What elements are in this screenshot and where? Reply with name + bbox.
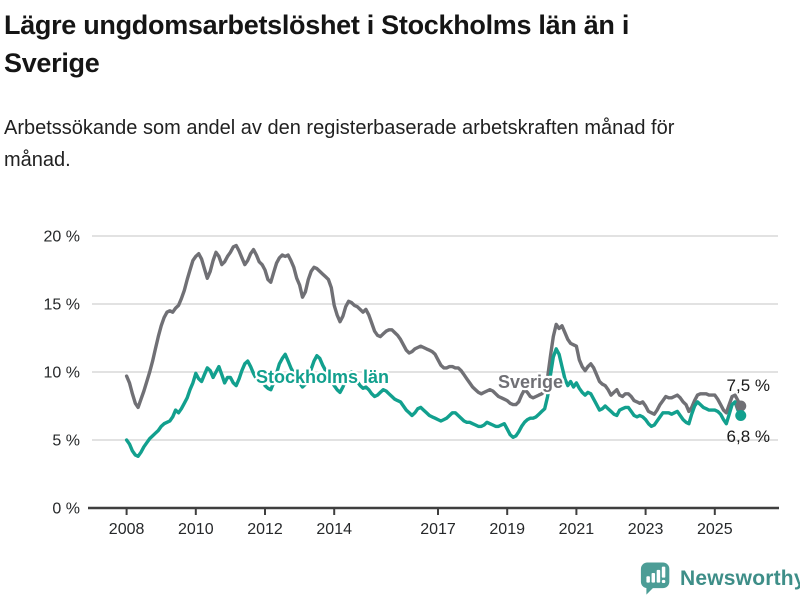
x-tick-label: 2008 bbox=[109, 521, 145, 538]
y-tick-label: 5 % bbox=[52, 433, 80, 450]
x-tick-label: 2017 bbox=[420, 521, 456, 538]
series-line-sverige bbox=[124, 243, 743, 416]
page-title: Lägre ungdomsarbetslöshet i Stockholms l… bbox=[4, 10, 630, 78]
x-tick-label: 2025 bbox=[697, 521, 733, 538]
end-dot-stockholms-lan bbox=[735, 410, 747, 422]
end-dot-sverige bbox=[735, 400, 747, 412]
x-tick-label: 2012 bbox=[247, 521, 283, 538]
y-tick-label: 0 % bbox=[52, 501, 80, 518]
y-tick-label: 15 % bbox=[44, 297, 80, 314]
newsworthy-chart-bubble-icon bbox=[640, 562, 670, 595]
series-label-sverige: Sverige bbox=[498, 372, 563, 392]
end-value-label-stockholms-lan: 6,8 % bbox=[727, 427, 770, 446]
x-tick-label: 2010 bbox=[178, 521, 214, 538]
y-tick-label: 10 % bbox=[44, 365, 80, 382]
x-tick-label: 2014 bbox=[316, 521, 352, 538]
end-value-label-sverige: 7,5 % bbox=[727, 376, 770, 395]
x-tick-label: 2021 bbox=[559, 521, 595, 538]
x-tick-label: 2019 bbox=[489, 521, 525, 538]
x-tick-label: 2023 bbox=[628, 521, 664, 538]
series-line-stockholms-lan bbox=[124, 347, 743, 458]
series-label-stockholms-lan: Stockholms län bbox=[256, 367, 389, 387]
brand-name: Newsworthy bbox=[680, 567, 800, 590]
page-subtitle: Arbetssökande som andel av den registerb… bbox=[4, 117, 675, 171]
newsworthy-logo[interactable]: Newsworthy bbox=[640, 561, 800, 597]
y-tick-label: 20 % bbox=[44, 229, 80, 246]
